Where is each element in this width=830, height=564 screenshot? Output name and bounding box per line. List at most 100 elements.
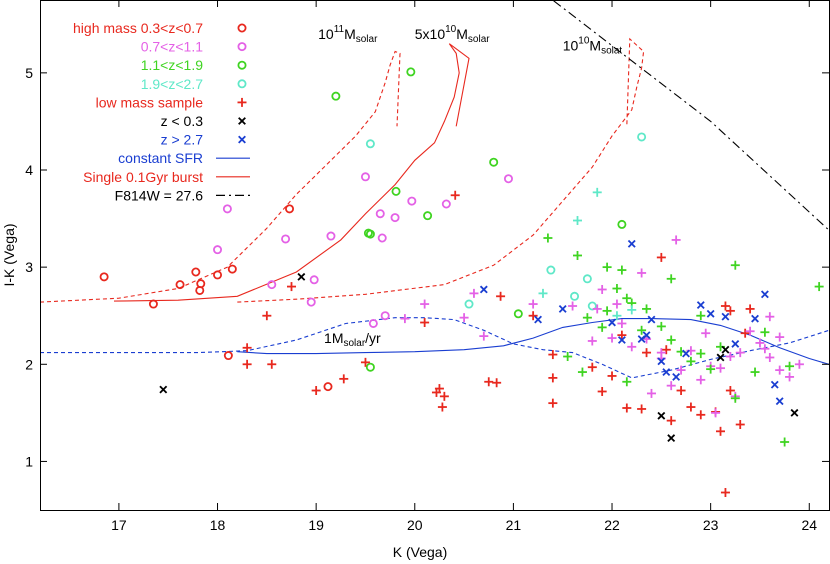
- point-s5-27: [568, 301, 578, 311]
- track-line-0: [237, 318, 829, 365]
- point-s3-5: [464, 299, 474, 309]
- point-s5-15: [775, 365, 785, 375]
- point-s6-9: [637, 325, 647, 335]
- point-s6-28: [730, 393, 740, 403]
- point-s9-20: [657, 357, 666, 366]
- point-s6-7: [582, 313, 592, 323]
- point-s9-13-b: [721, 312, 730, 321]
- track-line-1: [40, 317, 829, 379]
- y-axis-label: I-K (Vega): [1, 223, 17, 286]
- point-s9-19-b: [642, 331, 651, 340]
- point-s9-20-b: [657, 357, 666, 366]
- point-s0-8: [285, 204, 295, 214]
- x-tick-label-24: 24: [801, 517, 817, 533]
- point-s4-13: [450, 190, 460, 200]
- point-s8-5-b: [721, 345, 730, 354]
- x-tick-label-18: 18: [210, 517, 226, 533]
- track-line-5: [551, 0, 829, 231]
- point-s1-3: [267, 280, 277, 290]
- point-s4-0: [242, 343, 252, 353]
- point-s9-7-b: [647, 315, 656, 324]
- point-s9-17: [770, 380, 779, 389]
- annotation-2-part-0: 10: [563, 38, 579, 54]
- point-s4-2: [262, 311, 272, 321]
- point-s4-20: [597, 386, 607, 396]
- point-s9-0: [479, 285, 488, 294]
- point-s9-1: [534, 315, 542, 324]
- point-s4-25: [656, 252, 666, 262]
- legend-symbol-1: [237, 42, 247, 52]
- annotation-2-part-3: solat: [601, 46, 622, 57]
- legend-label-3: 1.9<z<2.7: [141, 76, 203, 92]
- point-s9-7: [647, 315, 656, 324]
- point-s9-1-b: [534, 315, 542, 324]
- point-s5-32: [765, 312, 775, 322]
- point-s2-0: [331, 91, 341, 101]
- point-s9-19: [642, 331, 651, 340]
- point-s5-31: [711, 408, 721, 418]
- point-s5-30: [646, 388, 656, 398]
- point-s4-12: [431, 387, 441, 397]
- annotation-0-part-0: 10: [318, 26, 334, 42]
- track-line-4: [237, 37, 645, 303]
- point-s5-25: [745, 326, 755, 336]
- point-s6-6: [602, 306, 612, 316]
- point-s6-26: [666, 274, 676, 284]
- point-s4-35: [725, 386, 735, 396]
- point-s9-9: [672, 372, 681, 381]
- point-s6-2: [597, 322, 607, 332]
- legend-label-9: F814W = 27.6: [115, 187, 204, 203]
- point-s8-2-b: [657, 411, 666, 420]
- legend: high mass 0.3<z<0.7 0.7<z<1.1 1.1<z<1.9 1.9…: [73, 20, 250, 203]
- y-tick-label-5: 5: [25, 65, 33, 81]
- point-s1-1: [213, 245, 223, 255]
- point-s9-4-b: [617, 336, 626, 344]
- point-s9-10: [682, 349, 690, 358]
- point-s7-4: [627, 305, 637, 315]
- point-s9-12: [706, 309, 715, 318]
- point-s4-41: [587, 362, 597, 372]
- point-s9-15-b: [751, 314, 759, 323]
- point-s0-10: [323, 382, 333, 392]
- point-s5-1: [459, 313, 469, 323]
- point-s4-28: [686, 402, 696, 412]
- point-s3-6: [587, 301, 597, 311]
- point-s6-3: [612, 284, 622, 294]
- point-s0-0: [99, 272, 109, 282]
- point-s5-7: [676, 365, 686, 375]
- point-s6-27: [696, 311, 706, 321]
- point-s4-19: [548, 398, 558, 408]
- annotation-2: 1010Msolat: [563, 36, 623, 57]
- point-s1-6: [326, 231, 336, 241]
- point-s9-5: [627, 239, 636, 248]
- point-s8-4: [716, 353, 725, 362]
- annotation-0: 1011Msolar: [318, 24, 378, 45]
- point-s6-5: [622, 293, 632, 303]
- legend-label-6: z > 2.7: [161, 132, 204, 148]
- point-s5-35: [637, 268, 647, 278]
- point-s2-5: [423, 211, 433, 221]
- point-s9-8: [662, 368, 671, 376]
- point-s0-7: [227, 264, 237, 274]
- point-s4-21: [607, 371, 617, 381]
- point-s9-18-b: [775, 397, 784, 406]
- x-tick-label-21: 21: [506, 517, 522, 533]
- point-s1-4: [309, 275, 319, 285]
- point-s6-24: [563, 352, 573, 362]
- point-s5-13: [755, 338, 765, 348]
- point-s4-8: [420, 318, 430, 328]
- point-s4-4: [267, 359, 277, 369]
- point-s5-16: [785, 372, 795, 382]
- legend-label-7: constant SFR: [118, 150, 203, 166]
- point-s4-36: [740, 328, 750, 338]
- annotation-1-part-3: solar: [468, 34, 490, 45]
- point-s9-4: [617, 336, 626, 344]
- point-s9-11-b: [696, 301, 705, 309]
- point-s6-29: [622, 377, 632, 387]
- point-s1-10: [390, 213, 400, 223]
- point-s5-37: [592, 304, 602, 314]
- y-tick-label-3: 3: [25, 259, 33, 275]
- point-s9-12-b: [706, 309, 715, 318]
- point-s1-12: [441, 199, 451, 209]
